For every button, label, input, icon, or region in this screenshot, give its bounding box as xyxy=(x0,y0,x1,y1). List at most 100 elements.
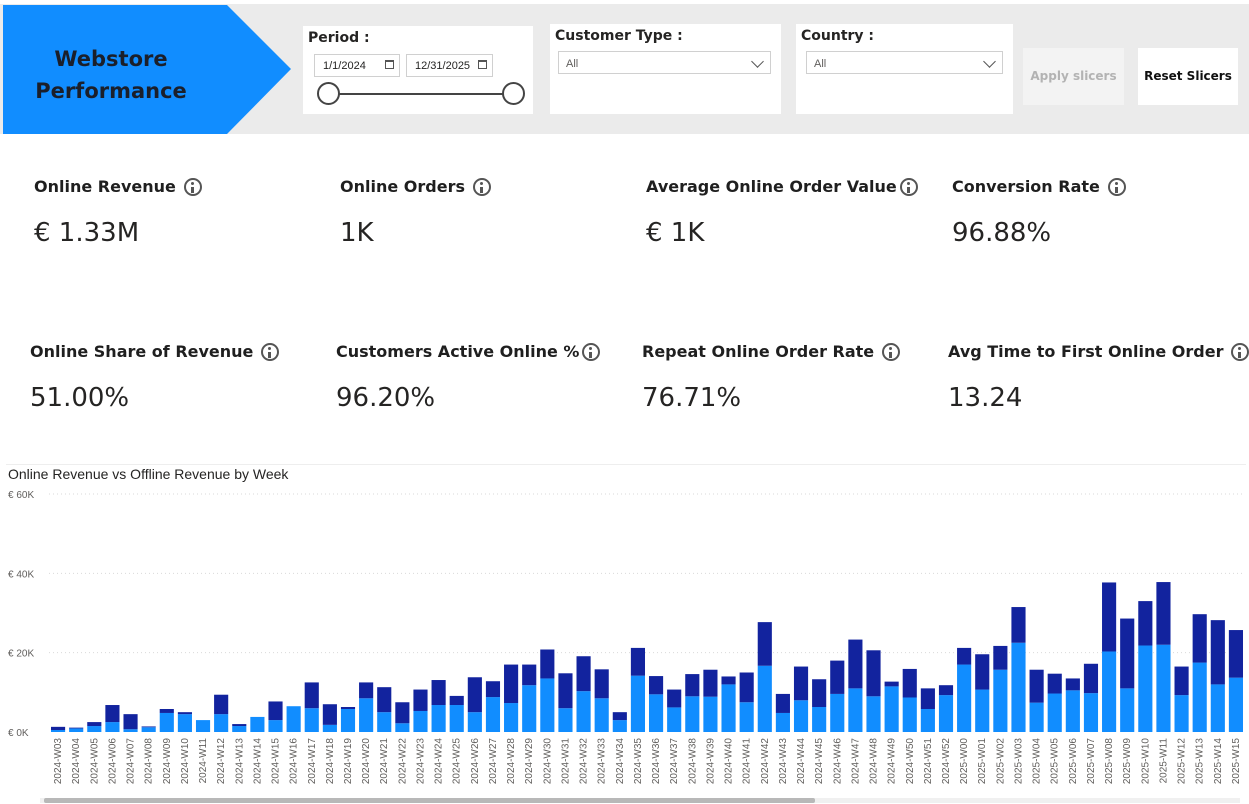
bar-segment-series-1[interactable] xyxy=(449,705,464,732)
bar-segment-series-2[interactable] xyxy=(1174,666,1189,696)
bar-segment-series-2[interactable] xyxy=(685,674,700,697)
bar-segment-series-1[interactable] xyxy=(268,720,283,732)
country-dropdown[interactable]: All xyxy=(806,51,1003,74)
bar-segment-series-1[interactable] xyxy=(793,700,809,732)
bar-segment-series-2[interactable] xyxy=(214,694,229,715)
bar-segment-series-1[interactable] xyxy=(920,708,935,732)
start-date-input[interactable]: 1/1/2024 xyxy=(314,54,400,77)
bar-segment-series-1[interactable] xyxy=(522,685,537,732)
bar-segment-series-1[interactable] xyxy=(1102,651,1117,732)
calendar-icon[interactable] xyxy=(478,60,487,69)
info-icon[interactable] xyxy=(472,177,491,196)
bar-segment-series-1[interactable] xyxy=(975,689,990,732)
bar-segment-series-2[interactable] xyxy=(1047,673,1062,694)
bar-segment-series-1[interactable] xyxy=(957,664,972,732)
info-icon[interactable] xyxy=(899,177,918,196)
bar-segment-series-1[interactable] xyxy=(1047,693,1062,732)
bar-segment-series-2[interactable] xyxy=(957,647,972,665)
customer-type-dropdown[interactable]: All xyxy=(558,51,771,74)
bar-segment-series-1[interactable] xyxy=(1011,642,1026,732)
bar-segment-series-2[interactable] xyxy=(87,722,102,727)
bar-segment-series-2[interactable] xyxy=(1120,618,1135,689)
bar-segment-series-1[interactable] xyxy=(1210,684,1225,732)
bar-segment-series-1[interactable] xyxy=(304,708,319,732)
bar-segment-series-2[interactable] xyxy=(612,712,627,721)
chevron-down-icon[interactable] xyxy=(751,55,764,68)
bar-segment-series-2[interactable] xyxy=(159,708,174,713)
bar-segment-series-2[interactable] xyxy=(1210,620,1225,685)
bar-segment-series-2[interactable] xyxy=(648,676,664,695)
bar-segment-series-1[interactable] xyxy=(340,708,356,732)
bar-segment-series-2[interactable] xyxy=(739,672,754,703)
bar-segment-series-1[interactable] xyxy=(1174,695,1189,732)
bar-segment-series-1[interactable] xyxy=(685,696,700,732)
bar-segment-series-2[interactable] xyxy=(630,647,646,676)
bar-segment-series-1[interactable] xyxy=(1120,688,1135,732)
bar-segment-series-1[interactable] xyxy=(177,714,192,732)
info-icon[interactable] xyxy=(183,177,202,196)
bar-segment-series-2[interactable] xyxy=(504,664,519,704)
chart-scrollbar-thumb[interactable] xyxy=(44,798,815,803)
bar-segment-series-2[interactable] xyxy=(395,702,410,724)
bar-segment-series-1[interactable] xyxy=(105,722,120,732)
bar-segment-series-1[interactable] xyxy=(250,716,265,732)
bar-segment-series-1[interactable] xyxy=(395,723,410,732)
bar-segment-series-2[interactable] xyxy=(50,726,66,731)
period-slider-start-handle[interactable] xyxy=(317,82,340,105)
bar-segment-series-2[interactable] xyxy=(993,645,1008,670)
bar-segment-series-2[interactable] xyxy=(177,712,192,715)
bar-segment-series-1[interactable] xyxy=(540,678,555,732)
bar-segment-series-2[interactable] xyxy=(232,724,247,727)
bar-segment-series-1[interactable] xyxy=(87,726,102,732)
bar-segment-series-1[interactable] xyxy=(848,688,863,732)
bar-segment-series-1[interactable] xyxy=(159,712,174,732)
info-icon[interactable] xyxy=(1231,342,1249,361)
bar-segment-series-2[interactable] xyxy=(902,668,917,698)
bar-segment-series-2[interactable] xyxy=(1228,630,1244,678)
bar-segment-series-2[interactable] xyxy=(359,682,374,699)
bar-segment-series-2[interactable] xyxy=(522,664,537,686)
bar-segment-series-2[interactable] xyxy=(1011,607,1026,643)
bar-segment-series-2[interactable] xyxy=(141,726,156,728)
calendar-icon[interactable] xyxy=(385,60,394,69)
bar-segment-series-1[interactable] xyxy=(485,697,501,732)
bar-segment-series-2[interactable] xyxy=(975,654,990,690)
bar-segment-series-2[interactable] xyxy=(377,687,392,713)
bar-segment-series-2[interactable] xyxy=(920,688,935,709)
bar-segment-series-2[interactable] xyxy=(848,639,863,689)
chevron-down-icon[interactable] xyxy=(983,55,996,68)
bar-segment-series-2[interactable] xyxy=(884,681,899,687)
bar-segment-series-1[interactable] xyxy=(648,694,664,732)
bar-segment-series-2[interactable] xyxy=(1156,582,1171,645)
bar-segment-series-2[interactable] xyxy=(558,673,573,709)
bar-segment-series-1[interactable] xyxy=(1192,662,1207,732)
bar-segment-series-1[interactable] xyxy=(431,705,446,732)
bar-segment-series-2[interactable] xyxy=(793,666,809,701)
info-icon[interactable] xyxy=(261,342,280,361)
bar-segment-series-1[interactable] xyxy=(1228,677,1244,732)
bar-segment-series-2[interactable] xyxy=(1083,663,1099,694)
bar-segment-series-2[interactable] xyxy=(594,669,609,699)
bar-segment-series-2[interactable] xyxy=(830,660,845,694)
bar-segment-series-1[interactable] xyxy=(195,720,211,732)
bar-segment-series-1[interactable] xyxy=(1156,644,1171,732)
bar-segment-series-1[interactable] xyxy=(558,708,573,732)
bar-segment-series-2[interactable] xyxy=(485,681,501,698)
bar-segment-series-1[interactable] xyxy=(232,726,247,732)
bar-segment-series-1[interactable] xyxy=(69,728,84,732)
bar-segment-series-1[interactable] xyxy=(902,697,917,732)
bar-segment-series-1[interactable] xyxy=(467,712,482,732)
bar-segment-series-2[interactable] xyxy=(721,676,736,685)
bar-segment-series-1[interactable] xyxy=(50,730,66,732)
bar-segment-series-1[interactable] xyxy=(504,703,519,732)
bar-segment-series-2[interactable] xyxy=(703,669,718,697)
bar-segment-series-1[interactable] xyxy=(413,710,428,732)
bar-segment-series-2[interactable] xyxy=(1138,601,1153,646)
bar-segment-series-2[interactable] xyxy=(304,682,319,709)
bar-segment-series-1[interactable] xyxy=(739,702,754,732)
bar-segment-series-1[interactable] xyxy=(377,712,392,732)
bar-segment-series-1[interactable] xyxy=(1029,702,1044,732)
bar-segment-series-2[interactable] xyxy=(268,701,283,721)
bar-segment-series-1[interactable] xyxy=(594,698,609,732)
bar-segment-series-2[interactable] xyxy=(1065,678,1080,691)
